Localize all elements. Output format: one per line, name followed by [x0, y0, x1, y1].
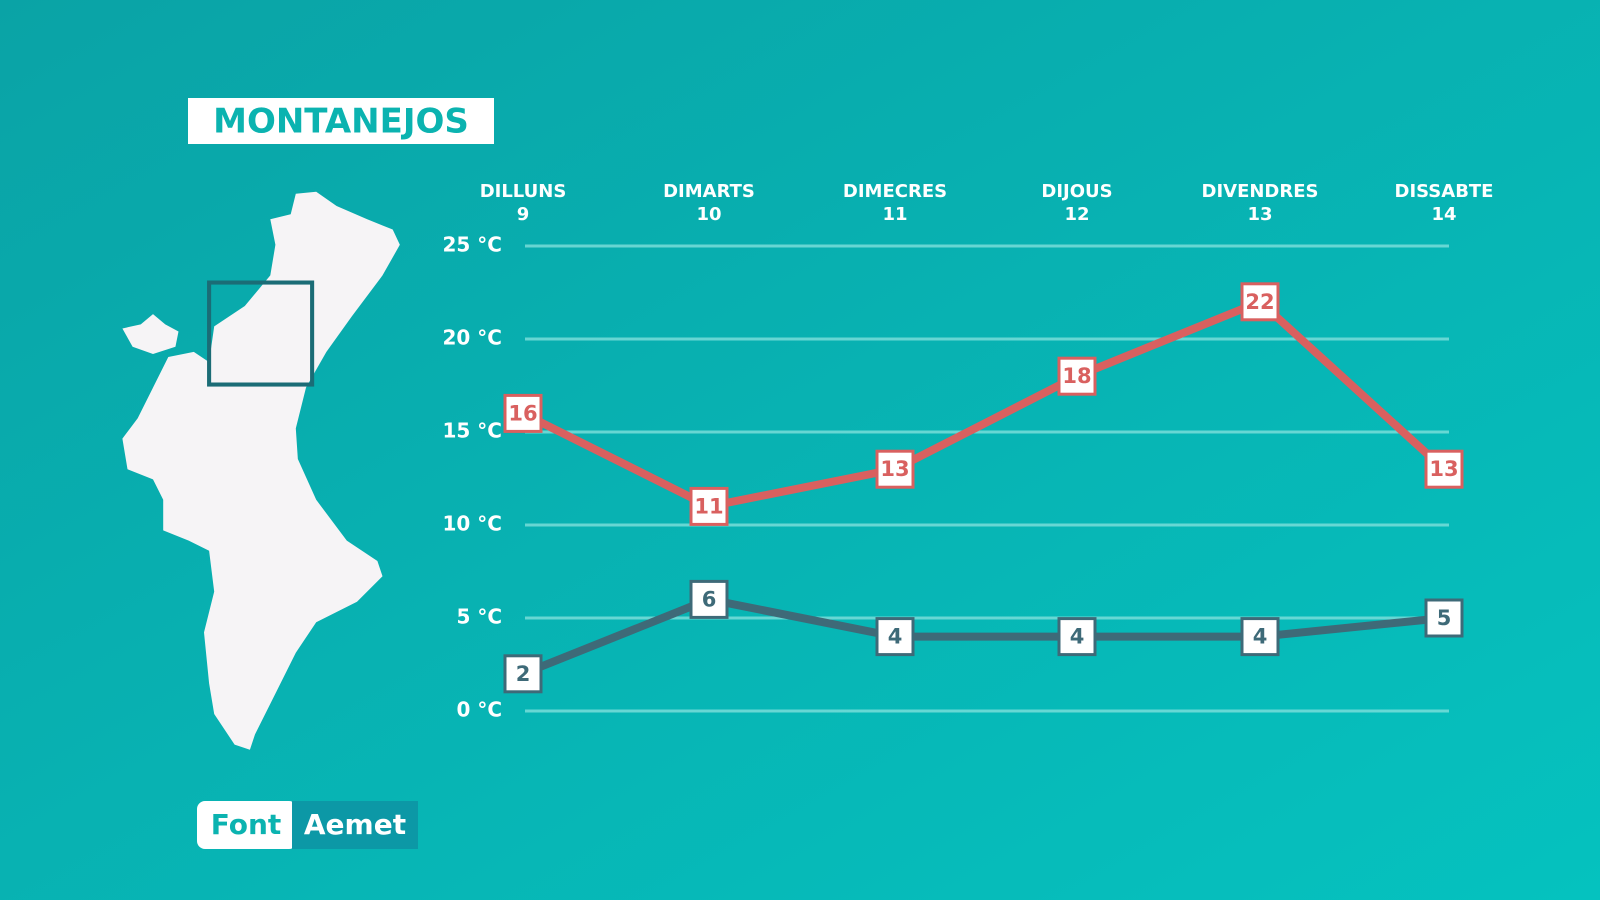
data-label: 13 [1429, 457, 1458, 481]
title-box [188, 98, 494, 144]
y-tick-label: 0 °C [456, 698, 502, 722]
data-label: 18 [1062, 364, 1091, 388]
x-tick-label: DISSABTE [1395, 181, 1494, 202]
title: MONTANEJOS [213, 102, 469, 142]
data-label: 6 [702, 587, 717, 611]
y-tick-label: 5 °C [456, 605, 502, 629]
source-name-box [292, 801, 418, 849]
point-marker [875, 617, 915, 657]
map [122, 191, 400, 750]
line [521, 297, 1447, 511]
point-marker [503, 654, 543, 694]
x-tick-date: 14 [1431, 204, 1456, 225]
data-label: 4 [888, 625, 903, 649]
line [521, 595, 1445, 678]
point-marker [875, 449, 915, 489]
data-label: 2 [516, 662, 531, 686]
y-tick-label: 25 °C [443, 233, 502, 257]
region-shape [122, 191, 400, 750]
source-name: Aemet [304, 808, 406, 841]
y-tick-label: 20 °C [443, 326, 502, 350]
x-tick-label: DIVENDRES [1202, 181, 1319, 202]
point-marker [1424, 598, 1464, 638]
x-tick-date: 12 [1064, 204, 1089, 225]
data-label: 13 [880, 457, 909, 481]
data-label: 5 [1437, 606, 1452, 630]
y-tick-label: 15 °C [443, 419, 502, 443]
x-tick-label: DIMECRES [843, 181, 947, 202]
data-label: 4 [1253, 625, 1268, 649]
point-marker [1057, 617, 1097, 657]
data-label: 22 [1245, 290, 1274, 314]
data-label: 4 [1070, 625, 1085, 649]
point-marker [689, 486, 729, 526]
point-marker [1240, 282, 1280, 322]
data-label: 11 [694, 494, 723, 518]
x-tick-label: DIMARTS [663, 181, 755, 202]
point-marker [1240, 617, 1280, 657]
location-box [207, 280, 315, 387]
enclave-shape [122, 314, 179, 354]
point-marker [1057, 356, 1097, 396]
x-tick-date: 10 [696, 204, 721, 225]
y-tick-label: 10 °C [443, 512, 502, 536]
point-marker [503, 393, 543, 433]
data-label: 16 [508, 401, 537, 425]
point-marker [1424, 449, 1464, 489]
x-tick-label: DILLUNS [480, 181, 567, 202]
x-tick-date: 9 [517, 204, 530, 225]
x-tick-date: 11 [882, 204, 907, 225]
point-marker [689, 579, 729, 619]
source-label: Font [211, 808, 282, 841]
x-tick-date: 13 [1247, 204, 1272, 225]
source-label-box [197, 801, 297, 849]
x-tick-label: DIJOUS [1041, 181, 1112, 202]
